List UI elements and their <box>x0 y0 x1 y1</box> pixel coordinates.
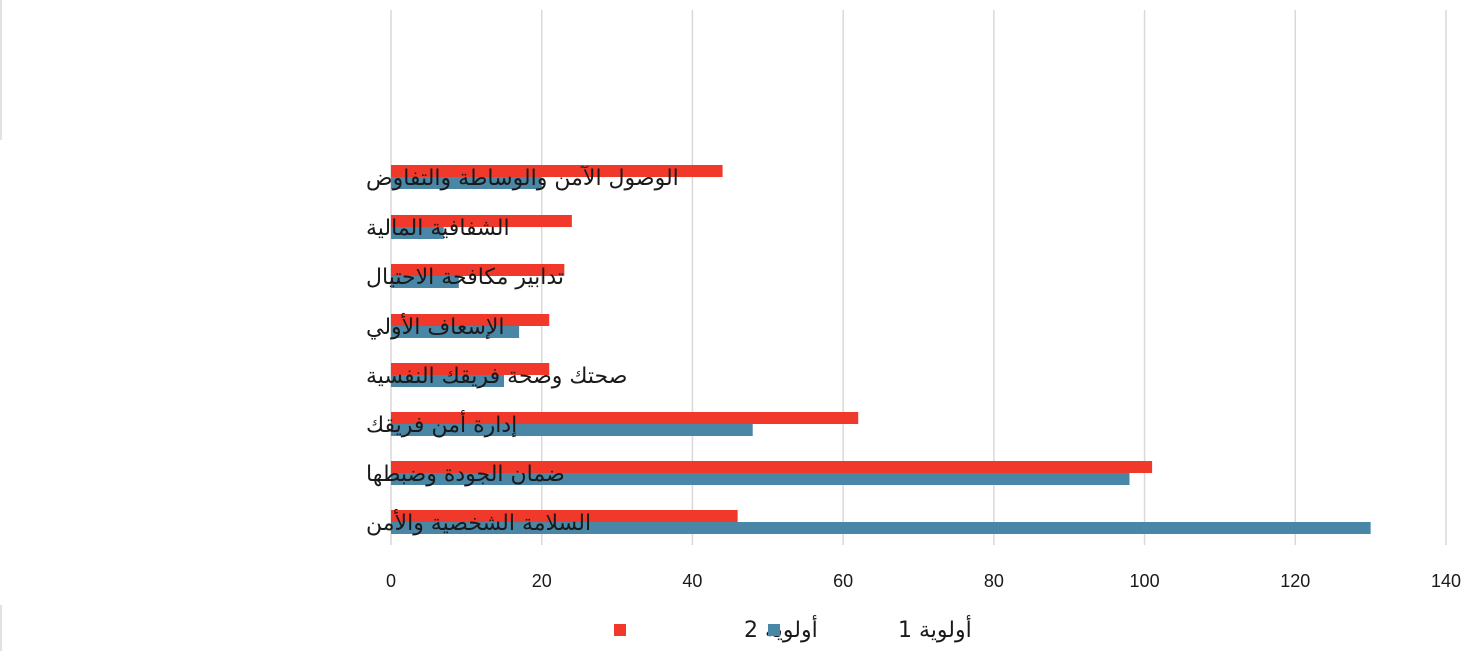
gridlines <box>390 10 1447 545</box>
x-tick-label: 80 <box>984 571 1004 591</box>
bar-series-1-row-1 <box>391 227 444 239</box>
bar-series-2-row-1 <box>391 215 572 227</box>
bar-series-2-row-5 <box>391 412 859 424</box>
legend-swatch-series-2 <box>614 624 626 636</box>
category-label: إدارة أمن فريقك <box>366 410 517 438</box>
x-axis-tick-labels: 0 20 40 60 80 100 120 140 <box>386 571 1461 591</box>
bar-series-2-row-4 <box>391 363 550 375</box>
category-label: الوصول الآمن والوساطة والتفاوض <box>366 165 679 191</box>
bar-series-2-row-3 <box>391 314 550 326</box>
x-tick-label: 0 <box>386 571 396 591</box>
category-label: تدابير مكافحة الاحتيال <box>366 265 564 290</box>
x-tick-label: 100 <box>1130 571 1160 591</box>
x-tick-label: 140 <box>1431 571 1461 591</box>
bar-series-2-row-0 <box>391 165 723 177</box>
legend-label-series-1: أولوية 1 <box>898 615 972 643</box>
x-tick-label: 20 <box>532 571 552 591</box>
bar-series-2-row-6 <box>391 461 1153 473</box>
legend-swatch-series-1 <box>768 624 780 636</box>
bar-series-1-row-3 <box>391 326 520 338</box>
bar-series-1-row-0 <box>391 177 542 189</box>
bars <box>391 165 1371 534</box>
category-labels: الوصول الآمن والوساطة والتفاوض الشفافية ا… <box>366 165 679 536</box>
legend: أولوية 2 أولوية 1 <box>614 615 972 643</box>
category-label: ضمان الجودة وضبطها <box>366 462 565 487</box>
bar-series-1-row-2 <box>391 276 459 288</box>
category-label: الشفافية المالية <box>366 216 510 241</box>
bar-series-1-row-7 <box>391 522 1371 534</box>
x-tick-label: 120 <box>1280 571 1310 591</box>
category-label: السلامة الشخصية والأمن <box>366 509 591 536</box>
category-label: الإسعاف الأولي <box>366 313 505 340</box>
legend-label-series-2: أولوية 2 <box>744 615 818 643</box>
bar-series-1-row-5 <box>391 424 753 436</box>
x-tick-label: 60 <box>833 571 853 591</box>
category-label: صحتك وصحة فريقك النفسية <box>366 364 627 389</box>
x-tick-label: 40 <box>682 571 702 591</box>
bar-series-1-row-6 <box>391 473 1130 485</box>
bar-series-1-row-4 <box>391 375 505 387</box>
bar-series-2-row-2 <box>391 264 565 276</box>
bar-series-2-row-7 <box>391 510 738 522</box>
